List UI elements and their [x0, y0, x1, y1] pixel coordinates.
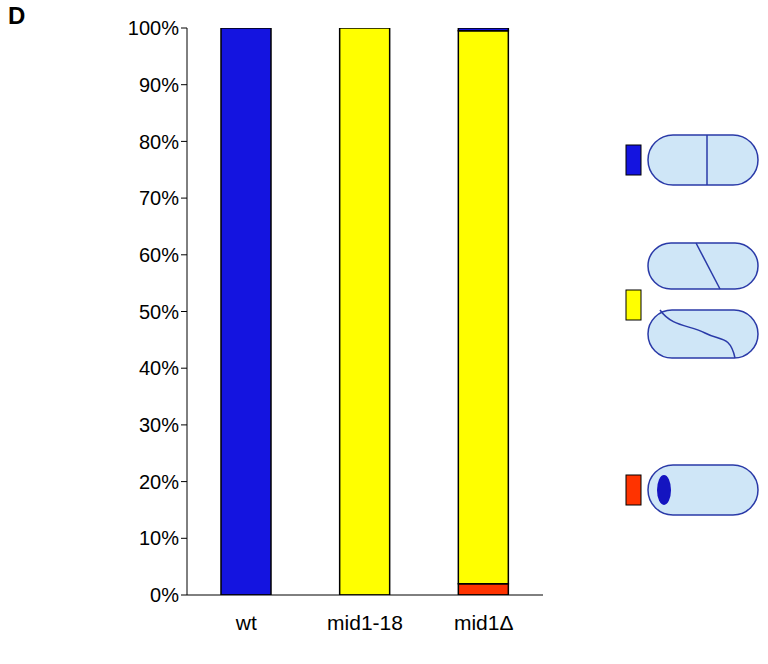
svg-text:mid1Δ: mid1Δ: [454, 611, 514, 634]
svg-text:60%: 60%: [139, 244, 179, 266]
svg-text:70%: 70%: [139, 187, 179, 209]
svg-text:mid1-18: mid1-18: [327, 611, 403, 634]
svg-text:80%: 80%: [139, 131, 179, 153]
svg-text:40%: 40%: [139, 357, 179, 379]
svg-text:0%: 0%: [150, 584, 179, 606]
svg-text:50%: 50%: [139, 301, 179, 323]
svg-text:90%: 90%: [139, 74, 179, 96]
svg-text:10%: 10%: [139, 527, 179, 549]
html-text:D: D: [8, 2, 26, 29]
svg-text:20%: 20%: [139, 471, 179, 493]
svg-text:30%: 30%: [139, 414, 179, 436]
svg-text:100%: 100%: [128, 17, 179, 39]
svg-text:wt: wt: [235, 611, 257, 634]
